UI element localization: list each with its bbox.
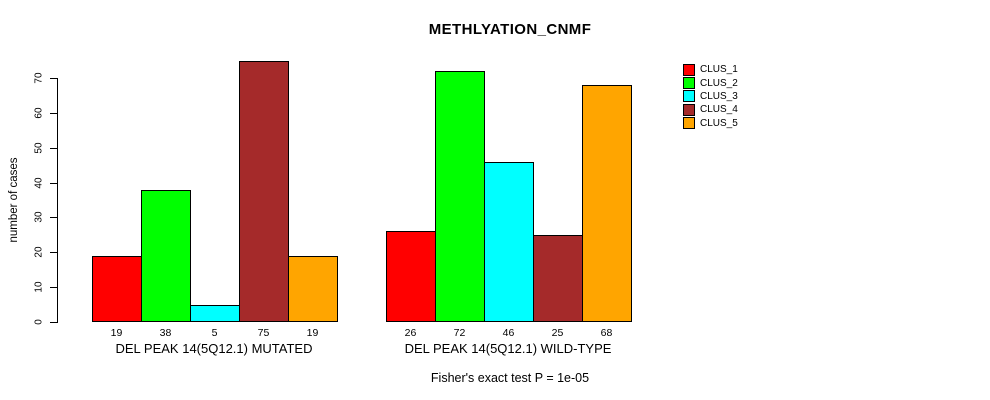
legend-label: CLUS_4 [700,104,738,116]
bar-value-label: 5 [211,327,218,339]
bar-clus_2-g1 [141,189,191,322]
group-label-wild-type: DEL PEAK 14(5Q12.1) WILD-TYPE [404,341,612,356]
bar-value-label: 75 [257,327,270,339]
bar-clus_4-g2 [533,234,583,322]
legend-swatch-clus_2 [683,77,695,90]
y-tick [50,217,57,219]
y-axis-line [57,78,58,323]
legend-label: CLUS_5 [700,117,738,129]
legend-swatch-clus_1 [683,63,695,76]
bar-clus_2-g2 [435,71,485,322]
bar-value-label: 19 [110,327,123,339]
y-tick [50,252,57,254]
y-tick-label: 60 [33,107,45,119]
bar-value-label: 19 [306,327,319,339]
y-tick [50,182,57,184]
bar-value-label: 25 [551,327,564,339]
y-tick-label: 70 [33,72,45,84]
group-label-mutated: DEL PEAK 14(5Q12.1) MUTATED [115,341,313,356]
bar-value-label: 46 [502,327,515,339]
bar-clus_1-g1 [92,255,142,322]
footnote: Fisher's exact test P = 1e-05 [430,371,590,385]
y-tick [50,287,57,289]
legend-swatch-clus_4 [683,103,695,116]
legend-item-clus_5: CLUS_5 [683,117,738,130]
y-tick-label: 40 [33,177,45,189]
y-tick-label: 30 [33,211,45,223]
legend-item-clus_3: CLUS_3 [683,90,738,103]
legend-swatch-clus_5 [683,117,695,130]
y-tick [50,147,57,149]
bar-value-label: 68 [600,327,613,339]
y-tick-label: 0 [33,319,45,325]
bar-value-label: 72 [453,327,466,339]
legend-label: CLUS_3 [700,90,738,102]
legend-item-clus_2: CLUS_2 [683,76,738,90]
y-tick [50,322,57,323]
legend-item-clus_1: CLUS_1 [683,63,738,76]
bar-value-label: 26 [404,327,417,339]
legend-item-clus_4: CLUS_4 [683,103,738,116]
y-tick [50,78,57,79]
bar-clus_1-g2 [386,231,436,322]
bar-value-label: 38 [159,327,172,339]
y-tick-label: 10 [33,281,45,293]
y-tick-label: 20 [33,246,45,258]
bar-clus_3-g1 [190,304,240,322]
y-axis-label: number of cases [8,157,20,243]
bar-clus_3-g2 [484,161,534,322]
chart-title: METHLYATION_CNMF [428,21,592,38]
legend-label: CLUS_1 [700,64,738,76]
y-tick-label: 50 [33,142,45,154]
bar-clus_5-g2 [582,84,632,322]
bar-clus_5-g1 [288,255,338,322]
legend-label: CLUS_2 [700,77,738,89]
y-tick [50,112,57,114]
legend-swatch-clus_3 [683,90,695,103]
legend: CLUS_1 CLUS_2 CLUS_3 CLUS_4 CLUS_5 [683,63,738,130]
bar-clus_4-g1 [239,60,289,322]
